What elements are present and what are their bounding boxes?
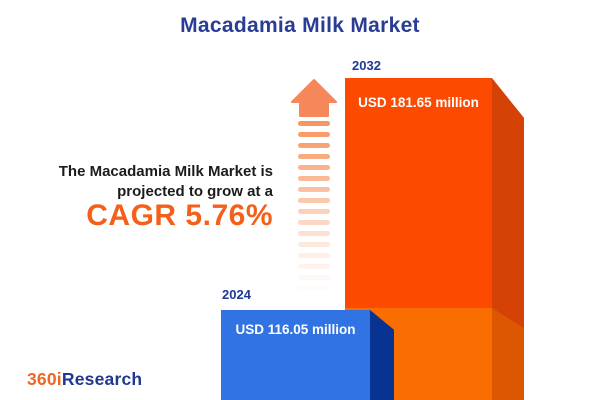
insight-line-2: projected to grow at a	[117, 182, 273, 200]
brand-logo-prefix: 360i	[27, 369, 62, 389]
cagr-value: CAGR 5.76%	[86, 199, 273, 232]
bar-value-2032: USD 181.65 million	[358, 95, 479, 110]
brand-logo: 360iResearch	[27, 369, 142, 390]
arrow-fade-overlay	[288, 112, 340, 307]
brand-logo-suffix: Research	[61, 369, 143, 389]
bar-2024-front	[221, 310, 370, 400]
insight-line-1: The Macadamia Milk Market is	[58, 163, 273, 180]
year-label-2024: 2024	[222, 287, 251, 302]
bar-value-2024: USD 116.05 million	[235, 322, 356, 337]
year-label-2032: 2032	[352, 58, 381, 73]
page-title: Macadamia Milk Market	[180, 14, 420, 37]
insight-text: The Macadamia Milk Market is projected t…	[38, 162, 273, 201]
